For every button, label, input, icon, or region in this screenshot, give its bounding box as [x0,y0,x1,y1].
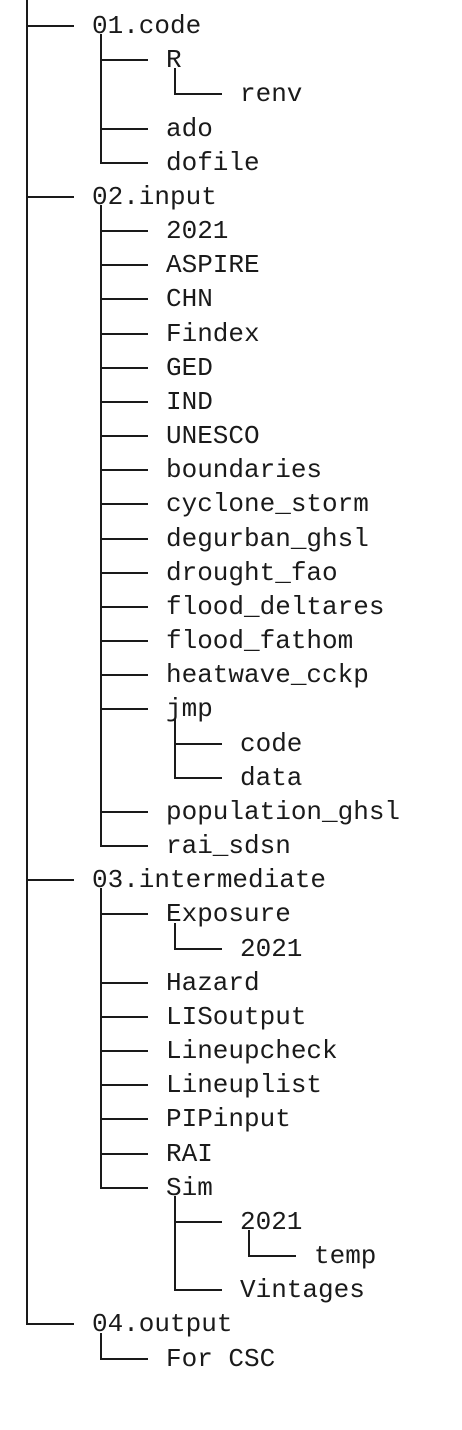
tree-connector [174,1289,222,1292]
folder-leaf: Lineupcheck [166,1036,338,1067]
folder-leaf: Findex [166,318,260,349]
tree-connector [100,1084,148,1087]
tree-trunk [174,68,176,96]
folder-leaf: cyclone_storm [166,489,369,520]
folder-leaf: GED [166,352,213,383]
tree-connector [100,1050,148,1053]
tree-connector [100,230,148,233]
folder-node: 03.intermediate [92,865,327,896]
tree-connector [100,1152,148,1155]
folder-node: 02.input [92,181,217,212]
folder-leaf: IND [166,386,213,417]
tree-connector [100,845,148,848]
folder-leaf: For CSC [166,1343,276,1374]
folder-leaf: degurban_ghsl [166,523,369,554]
tree-connector [100,161,148,164]
tree-connector [100,1186,148,1189]
folder-leaf: population_ghsl [166,796,401,827]
tree-trunk [100,34,102,164]
tree-connector [100,127,148,130]
tree-connector [248,1255,296,1258]
tree-connector [26,25,74,27]
folder-leaf: dofile [166,147,260,178]
tree-connector [26,1323,74,1326]
tree-connector [100,400,148,403]
tree-connector [174,776,222,779]
tree-trunk [174,1195,176,1292]
folder-leaf: data [240,762,303,793]
folder-leaf: ado [166,113,213,144]
folder-leaf: flood_fathom [166,626,354,657]
tree-connector [100,366,148,369]
tree-connector [100,1357,148,1360]
folder-leaf: UNESCO [166,421,260,452]
folder-leaf: heatwave_cckp [166,660,369,691]
tree-connector [100,264,148,267]
folder-leaf: Vintages [240,1275,365,1306]
tree-connector [100,640,148,643]
tree-trunk [174,922,176,950]
tree-connector [174,1220,222,1223]
tree-connector [100,537,148,540]
tree-connector [100,1118,148,1121]
tree-connector [100,435,148,438]
folder-leaf: LISoutput [166,1001,307,1032]
tree-connector [100,708,148,711]
folder-leaf: RAI [166,1138,213,1169]
folder-node: jmp [166,694,213,725]
tree-connector [100,913,148,916]
folder-node: 04.output [92,1309,233,1340]
tree-connector [100,571,148,574]
tree-connector [100,981,148,984]
folder-node: 01.code [92,11,202,41]
folder-leaf: flood_deltares [166,591,385,622]
folder-node: Sim [166,1172,213,1203]
tree-trunk [174,717,176,779]
folder-leaf: temp [314,1241,377,1272]
tree-connector [26,195,74,198]
tree-connector [100,1015,148,1018]
tree-trunk [26,0,28,1326]
folder-leaf: ASPIRE [166,250,260,281]
folder-leaf: boundaries [166,455,323,486]
folder-leaf: 2021 [240,933,303,964]
tree-connector [100,674,148,677]
tree-connector [100,605,148,608]
tree-connector [174,742,222,745]
tree-connector [174,947,222,950]
tree-connector [100,332,148,335]
folder-leaf: CHN [166,284,213,315]
folder-leaf: rai_sdsn [166,831,291,862]
tree-connector [100,298,148,301]
folder-leaf: Hazard [166,967,260,998]
tree-connector [100,503,148,506]
folder-leaf: drought_fao [166,557,338,588]
tree-trunk [100,205,102,848]
folder-node: 2021 [240,1206,303,1237]
folder-leaf: PIPinput [166,1104,291,1135]
tree-trunk [100,1332,102,1360]
folder-leaf: renv [240,79,303,110]
tree-trunk [248,1230,250,1258]
tree-connector [174,93,222,96]
tree-trunk [100,888,102,1189]
folder-leaf: Lineuplist [166,1070,323,1101]
folder-node: Exposure [166,899,291,930]
tree-connector [100,469,148,472]
tree-connector [100,810,148,813]
tree-connector [100,59,148,62]
folder-leaf: 2021 [166,216,229,247]
folder-leaf: code [240,728,303,759]
folder-node: R [166,45,182,76]
tree-connector [26,879,74,882]
